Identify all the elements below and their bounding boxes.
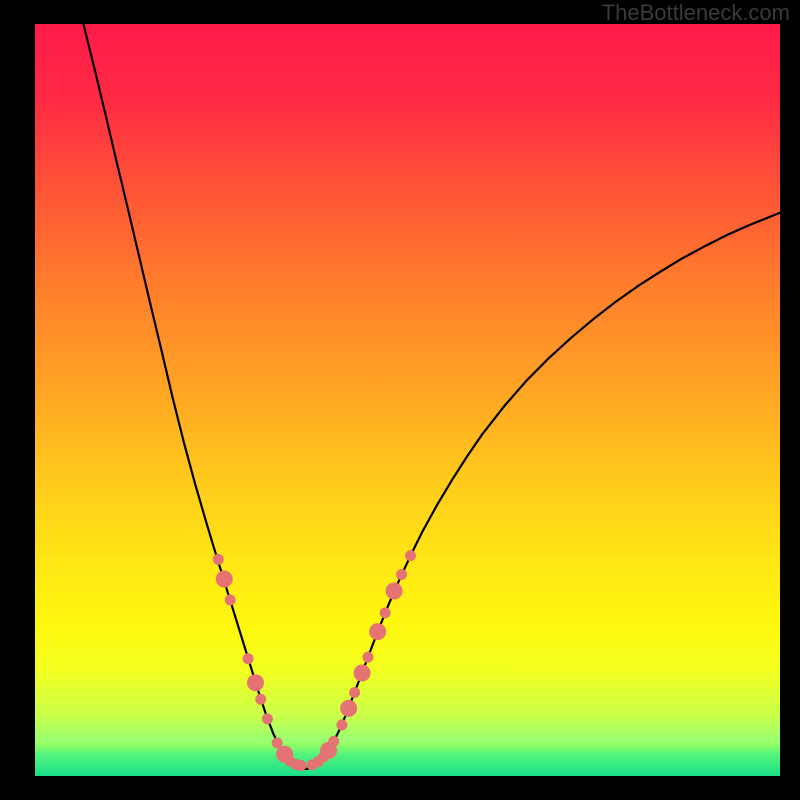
marker-point: [262, 714, 272, 724]
marker-point: [354, 665, 370, 681]
plot-area: [35, 24, 780, 776]
marker-point: [337, 720, 347, 730]
marker-point: [380, 608, 390, 618]
marker-point: [216, 571, 232, 587]
marker-point: [296, 760, 306, 770]
marker-point: [341, 700, 357, 716]
markers-layer: [35, 24, 780, 776]
marker-point: [386, 583, 402, 599]
markers-left: [213, 554, 306, 770]
marker-point: [213, 554, 223, 564]
chart-container: TheBottleneck.com: [0, 0, 800, 800]
marker-point: [225, 595, 235, 605]
watermark-text: TheBottleneck.com: [602, 0, 790, 26]
marker-point: [256, 694, 266, 704]
marker-point: [243, 654, 253, 664]
marker-point: [272, 738, 282, 748]
marker-point: [363, 652, 373, 662]
marker-point: [329, 736, 339, 746]
marker-point: [405, 551, 415, 561]
marker-point: [248, 675, 264, 691]
marker-point: [350, 688, 360, 698]
marker-point: [397, 569, 407, 579]
marker-point: [370, 624, 386, 640]
markers-right: [307, 551, 415, 770]
